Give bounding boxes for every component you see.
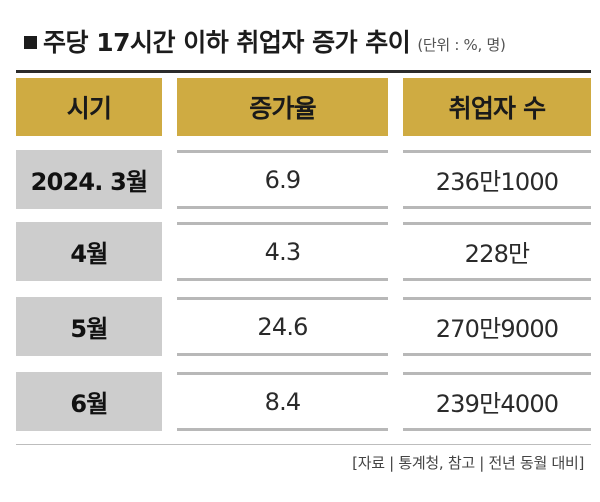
- header-rate: 증가율: [177, 78, 388, 136]
- source-note: [자료 | 통계청, 참고 | 전년 동월 대비]: [352, 454, 584, 472]
- unit-note: (단위 : %, 명): [417, 36, 506, 54]
- top-rule-divider: [16, 70, 591, 73]
- header-period: 시기: [16, 78, 162, 136]
- bottom-rule-divider: [16, 444, 591, 445]
- table-row: 5월 24.6 270만9000: [16, 297, 591, 356]
- rate-cell: 8.4: [177, 372, 388, 431]
- period-cell: 4월: [16, 222, 162, 281]
- employed-cell: 270만9000: [403, 297, 591, 356]
- period-cell: 2024. 3월: [16, 150, 162, 209]
- employed-cell: 228만: [403, 222, 591, 281]
- table-title: 주당 17시간 이하 취업자 증가 추이 (단위 : %, 명): [24, 20, 506, 60]
- rate-cell: 24.6: [177, 297, 388, 356]
- employed-cell: 236만1000: [403, 150, 591, 209]
- table-row: 2024. 3월 6.9 236만1000: [16, 150, 591, 209]
- employed-cell: 239만4000: [403, 372, 591, 431]
- table-header-row: 시기 증가율 취업자 수: [16, 78, 591, 136]
- header-employed: 취업자 수: [403, 78, 591, 136]
- period-cell: 6월: [16, 372, 162, 431]
- period-cell: 5월: [16, 297, 162, 356]
- title-main-text: 주당 17시간 이하 취업자 증가 추이: [43, 28, 411, 57]
- table-row: 4월 4.3 228만: [16, 222, 591, 281]
- square-bullet-icon: [24, 36, 37, 49]
- rate-cell: 6.9: [177, 150, 388, 209]
- rate-cell: 4.3: [177, 222, 388, 281]
- table-row: 6월 8.4 239만4000: [16, 372, 591, 431]
